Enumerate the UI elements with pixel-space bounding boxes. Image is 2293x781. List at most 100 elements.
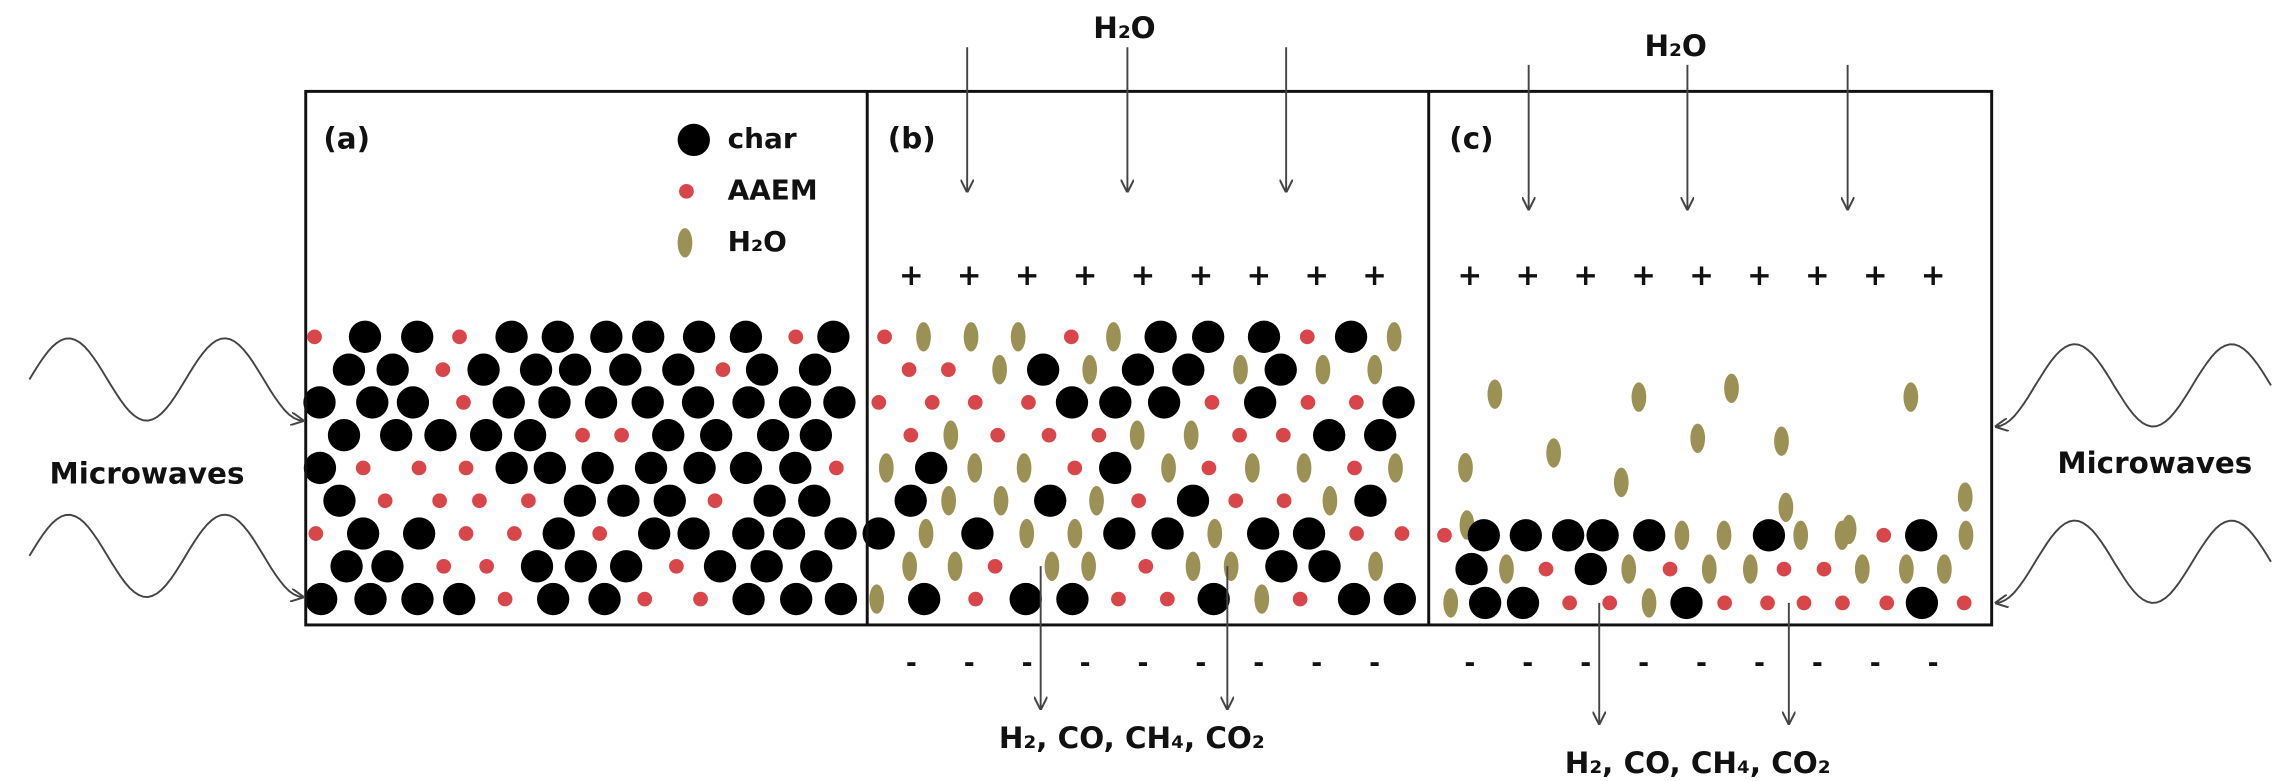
negative-charge: - bbox=[1812, 648, 1823, 679]
char-particle bbox=[1056, 386, 1088, 418]
water-particle bbox=[941, 486, 956, 515]
output-label: H₂, CO, CH₄, CO₂ bbox=[999, 721, 1265, 755]
negative-charge: - bbox=[1638, 648, 1649, 679]
water-particle bbox=[1642, 588, 1657, 617]
aaem-particle bbox=[1817, 562, 1832, 577]
char-particle bbox=[1103, 517, 1135, 549]
water-particle bbox=[1690, 424, 1705, 453]
char-particle bbox=[1313, 419, 1345, 451]
char-particle bbox=[1469, 587, 1501, 619]
water-particle bbox=[1387, 322, 1402, 351]
water-particle bbox=[1793, 521, 1808, 550]
char-particle bbox=[514, 419, 546, 451]
char-particle bbox=[1151, 517, 1183, 549]
char-particle bbox=[1056, 583, 1088, 615]
char-particle bbox=[825, 583, 857, 615]
char-particle bbox=[732, 517, 764, 549]
char-particle bbox=[1455, 553, 1487, 585]
water-particle bbox=[1017, 453, 1032, 482]
aaem-particle bbox=[307, 330, 322, 345]
water-particle bbox=[948, 552, 963, 581]
legend-label: H₂O bbox=[728, 225, 787, 258]
positive-charge: + bbox=[1747, 258, 1772, 292]
negative-charge: - bbox=[964, 648, 975, 679]
char-particle bbox=[753, 485, 785, 517]
aaem-particle bbox=[1232, 428, 1247, 443]
char-particle bbox=[1510, 519, 1542, 551]
aaem-particle bbox=[1797, 596, 1812, 611]
positive-charge: + bbox=[1689, 258, 1714, 292]
char-particle bbox=[565, 550, 597, 582]
char-particle bbox=[779, 452, 811, 484]
positive-charge: + bbox=[1921, 258, 1946, 292]
char-particle bbox=[908, 583, 940, 615]
char-particle bbox=[470, 419, 502, 451]
char-particle bbox=[677, 517, 709, 549]
aaem-particle bbox=[507, 526, 522, 541]
water-particle bbox=[1743, 554, 1758, 583]
char-particle bbox=[704, 550, 736, 582]
aaem-particle bbox=[829, 461, 844, 476]
char-particle bbox=[700, 419, 732, 451]
positive-charge: + bbox=[1458, 258, 1483, 292]
aaem-particle bbox=[968, 395, 983, 410]
water-particle bbox=[964, 322, 979, 351]
water-particle bbox=[994, 486, 1009, 515]
char-particle bbox=[467, 353, 499, 385]
water-particle bbox=[869, 584, 884, 613]
aaem-particle bbox=[498, 592, 513, 607]
legend-label: char bbox=[728, 122, 797, 155]
char-particle bbox=[424, 419, 456, 451]
char-particle bbox=[632, 321, 664, 353]
aaem-particle bbox=[459, 526, 474, 541]
water-particle bbox=[1082, 355, 1097, 384]
aaem-particle bbox=[988, 559, 1003, 574]
char-particle bbox=[588, 583, 620, 615]
char-particle bbox=[662, 353, 694, 385]
positive-charge: + bbox=[1304, 258, 1329, 292]
aaem-particle bbox=[1835, 596, 1850, 611]
aaem-particle bbox=[1228, 493, 1243, 508]
water-particle bbox=[1184, 420, 1199, 449]
char-particle bbox=[304, 452, 336, 484]
aaem-particle bbox=[1205, 395, 1220, 410]
aaem-particle bbox=[436, 362, 451, 377]
water-particle bbox=[1632, 382, 1647, 411]
input-label: H₂O bbox=[1644, 29, 1706, 63]
char-particle bbox=[521, 550, 553, 582]
water-particle bbox=[1959, 521, 1974, 550]
char-particle bbox=[1248, 321, 1280, 353]
aaem-particle bbox=[871, 395, 886, 410]
char-particle bbox=[732, 583, 764, 615]
char-particle bbox=[330, 550, 362, 582]
char-particle bbox=[824, 517, 856, 549]
aaem-particle bbox=[1138, 559, 1153, 574]
aaem-particle bbox=[1879, 596, 1894, 611]
aaem-particle bbox=[1437, 528, 1452, 543]
char-particle bbox=[354, 583, 386, 615]
water-particle bbox=[1186, 552, 1201, 581]
legend-aaem-icon bbox=[679, 184, 694, 199]
water-particle bbox=[1724, 374, 1739, 403]
negative-charge: - bbox=[906, 648, 917, 679]
char-particle bbox=[1027, 353, 1059, 385]
microwave-label: Microwaves bbox=[2057, 446, 2252, 480]
char-particle bbox=[495, 321, 527, 353]
legend-char-icon bbox=[678, 124, 710, 156]
negative-charge: - bbox=[1137, 648, 1148, 679]
water-particle bbox=[1161, 453, 1176, 482]
water-particle bbox=[1702, 554, 1717, 583]
aaem-particle bbox=[1539, 562, 1554, 577]
aaem-particle bbox=[1092, 428, 1107, 443]
char-particle bbox=[1010, 583, 1042, 615]
char-particle bbox=[443, 583, 475, 615]
char-particle bbox=[1144, 321, 1176, 353]
negative-charge: - bbox=[1080, 648, 1091, 679]
char-particle bbox=[1308, 550, 1340, 582]
aaem-particle bbox=[1717, 596, 1732, 611]
aaem-particle bbox=[1131, 493, 1146, 508]
legend-label: AAEM bbox=[728, 173, 818, 206]
negative-charge: - bbox=[1928, 648, 1939, 679]
positive-charge: + bbox=[1515, 258, 1540, 292]
water-particle bbox=[1488, 379, 1503, 408]
